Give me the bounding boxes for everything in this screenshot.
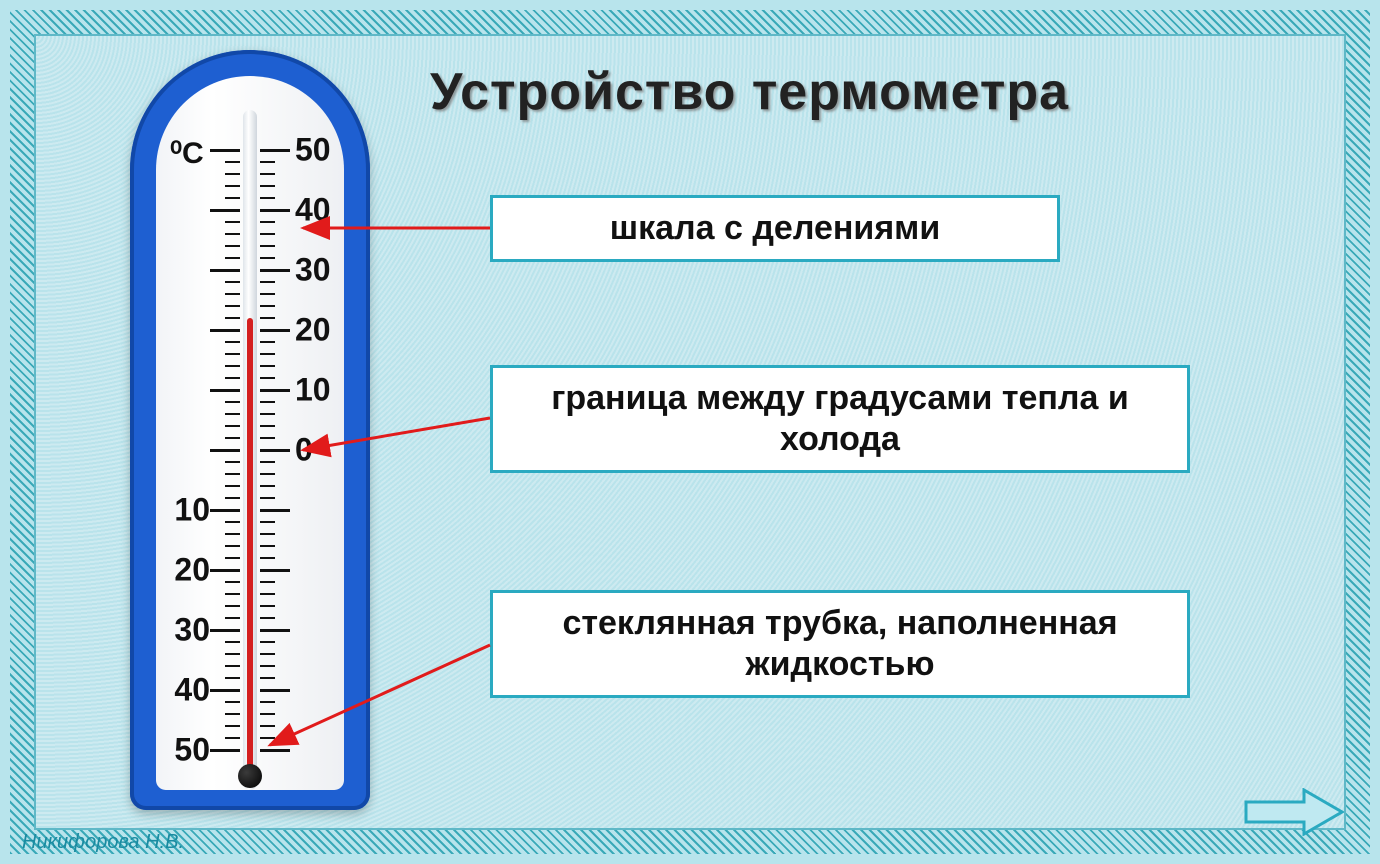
arrow-right-icon (1246, 790, 1342, 834)
scale-number: 20 (166, 552, 210, 589)
scale-number: 20 (295, 312, 331, 349)
label-scale: шкала с делениями (490, 195, 1060, 262)
author-credit: Никифорова Н.В. (22, 831, 184, 854)
scale-number: 10 (295, 372, 331, 409)
scale-number: 50 (166, 732, 210, 769)
scale-number: 0 (295, 432, 313, 469)
scale-number: 40 (166, 672, 210, 709)
slide-title: Устройство термометра (430, 62, 1069, 122)
scale-number: 30 (295, 252, 331, 289)
scale-number: 10 (166, 492, 210, 529)
scale-number: 30 (166, 612, 210, 649)
thermometer-scale: 50 40 30 20 10 0 10 20 30 40 50 (130, 50, 370, 810)
label-glass-tube: стеклянная трубка, наполненная жидкостью (490, 590, 1190, 698)
next-arrow-button[interactable] (1244, 788, 1344, 836)
label-zero-boundary: граница между градусами тепла и холода (490, 365, 1190, 473)
scale-number: 40 (295, 192, 331, 229)
thermometer: ⁰C 504030201001020304050 (130, 50, 370, 810)
scale-number: 50 (295, 132, 331, 169)
